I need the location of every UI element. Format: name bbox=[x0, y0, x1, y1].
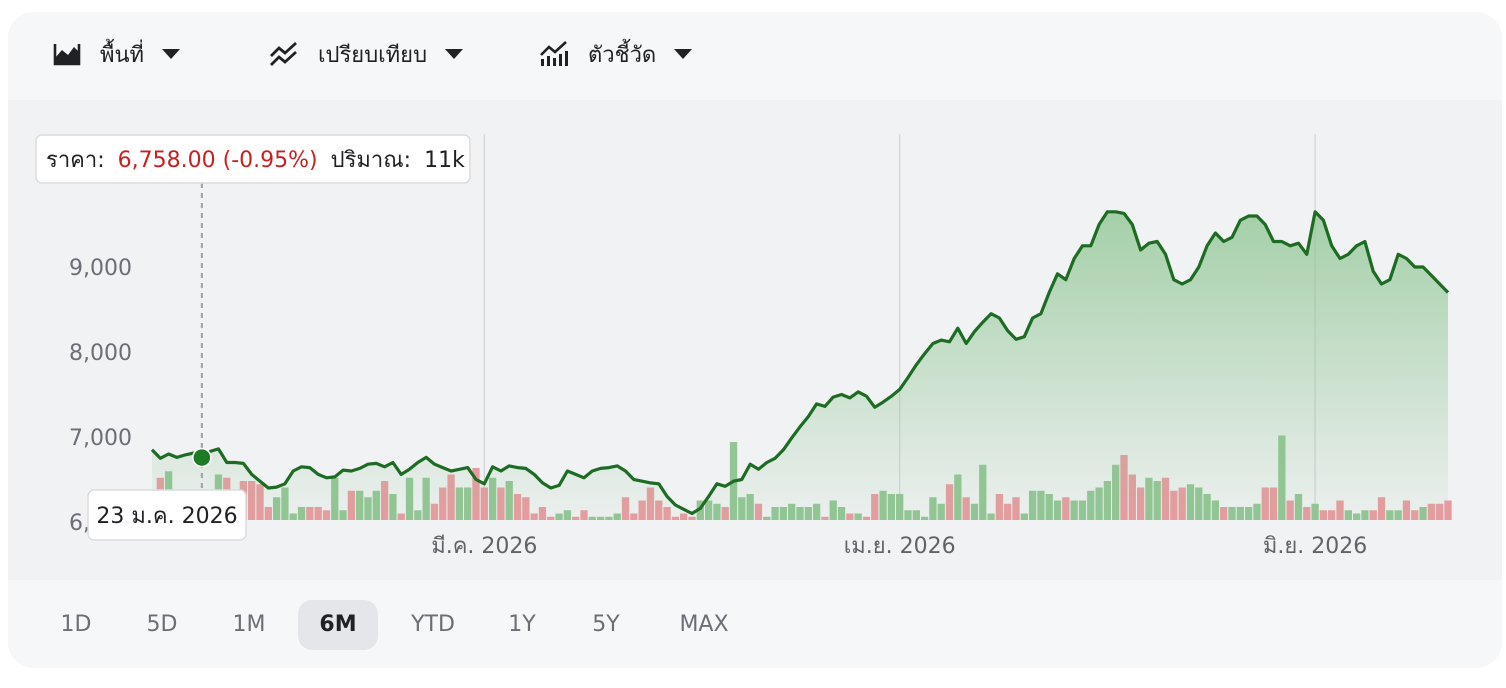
range-button-6m[interactable]: 6M bbox=[298, 600, 378, 650]
svg-text:ราคา: 6,758.00 (-0.9: ราคา: 6,758.00 (-0.95%) ปริมาณ: 11k bbox=[46, 148, 465, 173]
y-tick-label: 8,000 bbox=[69, 341, 132, 366]
tooltip-price-value: 6,758.00 (-0.95%) bbox=[118, 148, 318, 173]
range-button-max[interactable]: MAX bbox=[679, 612, 729, 637]
hover-point bbox=[192, 447, 212, 468]
chevron-down-icon bbox=[162, 49, 181, 59]
area-chart-type-dropdown[interactable]: พื้นที่ bbox=[52, 34, 181, 74]
range-button-1m[interactable]: 1M bbox=[232, 612, 266, 637]
indicators-label: ตัวชี้วัด bbox=[588, 42, 657, 68]
indicators-dropdown[interactable]: ตัวชี้วัด bbox=[538, 34, 693, 74]
price-line bbox=[150, 210, 1450, 516]
area-chart-label: พื้นที่ bbox=[100, 42, 145, 68]
chart-toolbar: พื้นที่ เปรียบเทียบ ตัวชี้วัด bbox=[8, 12, 1502, 98]
area-chart-icon bbox=[53, 44, 81, 66]
y-tick-label: 7,000 bbox=[69, 426, 132, 451]
range-button-5d[interactable]: 5D bbox=[146, 612, 178, 637]
compare-dropdown[interactable]: เปรียบเทียบ bbox=[268, 34, 464, 74]
range-button-5y[interactable]: 5Y bbox=[592, 612, 620, 637]
range-button-1y[interactable]: 1Y bbox=[508, 612, 536, 637]
price-tooltip: ราคา: 6,758.00 (-0.95%) ปริมาณ: 11k bbox=[35, 134, 471, 184]
range-button-1d[interactable]: 1D bbox=[60, 612, 92, 637]
compare-lines-icon bbox=[270, 41, 297, 66]
x-tick-label: เม.ย. 2026 bbox=[844, 534, 956, 559]
chevron-down-icon bbox=[674, 49, 693, 59]
tooltip-volume-label: ปริมาณ: bbox=[331, 148, 411, 173]
compare-label: เปรียบเทียบ bbox=[318, 42, 428, 68]
tooltip-price-label: ราคา: bbox=[46, 148, 105, 173]
chart-card: พื้นที่ เปรียบเทียบ ตัวชี้วัด bbox=[8, 12, 1502, 668]
time-range-selector: 1D 5D 1M 6M YTD 1Y 5Y MAX bbox=[8, 584, 1502, 668]
x-tick-label: มิ.ย. 2026 bbox=[1263, 534, 1367, 559]
hover-date-text: 23 ม.ค. 2026 bbox=[96, 504, 237, 529]
x-tick-label: มี.ค. 2026 bbox=[431, 534, 537, 559]
price-area-fill bbox=[152, 211, 1448, 521]
tooltip-volume-value: 11k bbox=[424, 148, 465, 173]
chevron-down-icon bbox=[445, 49, 464, 59]
y-tick-label: 9,000 bbox=[69, 256, 132, 281]
range-button-ytd[interactable]: YTD bbox=[411, 612, 455, 637]
hover-date-label: 23 ม.ค. 2026 bbox=[87, 489, 247, 541]
indicators-icon bbox=[540, 41, 568, 66]
